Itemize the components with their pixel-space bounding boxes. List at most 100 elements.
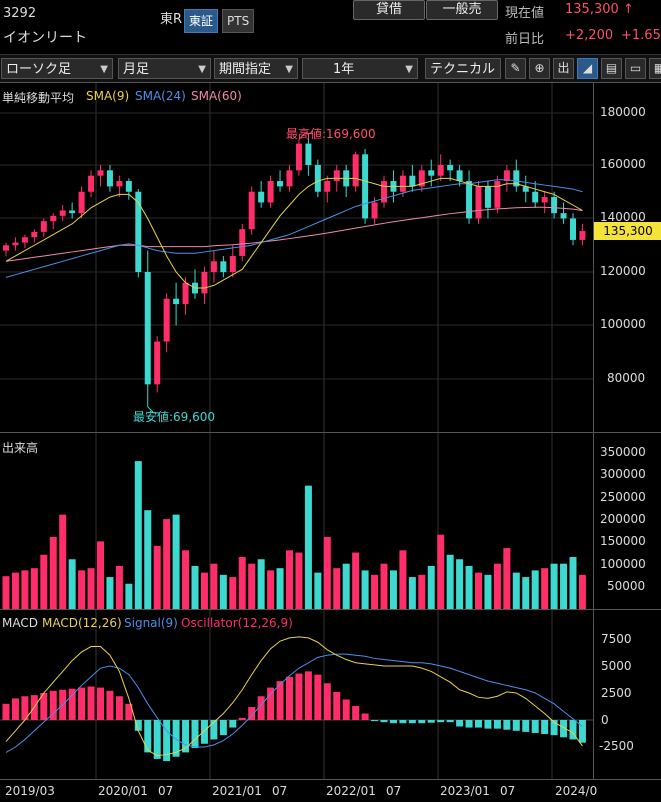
macd-line	[5, 636, 583, 757]
volume-panel-title: 出来高	[2, 441, 39, 455]
pen-icon[interactable]: ✎	[505, 58, 526, 79]
folder-icon[interactable]: ▭	[625, 58, 646, 79]
macd-tick: -2500	[599, 739, 634, 753]
technical-button[interactable]: テクニカル	[425, 58, 501, 79]
price-tick: 80000	[607, 371, 646, 385]
stock-code: 3292	[3, 6, 37, 21]
volume-bar	[11, 572, 19, 609]
oscillator-bar	[531, 720, 539, 733]
candle-body	[324, 181, 331, 192]
date-tick: 2019/03	[5, 784, 55, 798]
oscillator-bar	[182, 720, 190, 753]
oscillator-bar	[550, 720, 558, 736]
volume-tick: 200000	[600, 512, 646, 526]
price-tick: 160000	[600, 157, 646, 171]
volume-bar	[59, 514, 67, 609]
exchange-pts-button[interactable]: PTS	[222, 9, 255, 33]
zoom-icon[interactable]: ⊕	[529, 58, 550, 79]
candle-body	[3, 245, 9, 251]
volume-bar	[578, 574, 586, 609]
candle-body	[163, 298, 170, 342]
output-icon[interactable]: 出	[553, 58, 574, 79]
oscillator-bar	[578, 720, 586, 743]
oscillator-bar	[238, 717, 246, 720]
volume-bar	[456, 559, 464, 609]
candle-body	[570, 218, 576, 240]
candle-body	[210, 261, 217, 272]
oscillator-bar	[484, 720, 492, 729]
candle-body	[494, 181, 501, 208]
oscillator-bar	[40, 693, 48, 720]
candle-body	[258, 191, 265, 203]
general-sell-button[interactable]: 一般売	[426, 0, 498, 20]
candle-body	[286, 170, 293, 187]
volume-bar	[493, 563, 501, 609]
oscillator-bar	[200, 720, 208, 744]
candle-body	[541, 197, 548, 203]
candle-body	[305, 143, 312, 165]
lend-button[interactable]: 貸借	[353, 0, 425, 20]
change-pct: +1.65	[621, 28, 661, 43]
oscillator-bar	[191, 720, 199, 749]
candle-body	[173, 298, 180, 305]
candle-body	[532, 191, 539, 203]
volume-bar	[21, 570, 29, 609]
candle-body	[69, 210, 76, 214]
oscillator-bar	[333, 691, 341, 720]
chart-mountain-icon[interactable]: ◢	[577, 58, 598, 79]
range-mode-select[interactable]: 期間指定 ▼	[214, 58, 298, 79]
volume-bar	[541, 568, 549, 609]
oscillator-bar	[97, 687, 104, 720]
period-value: 月足	[123, 62, 150, 77]
oscillator-bar	[569, 720, 577, 740]
range-value: 1年	[333, 62, 355, 77]
volume-bar	[115, 565, 123, 609]
oscillator-bar	[210, 720, 218, 740]
volume-bar	[475, 572, 482, 609]
volume-bar	[418, 574, 426, 609]
candle-body	[59, 210, 66, 216]
volume-bar	[49, 536, 57, 609]
volume-bar	[352, 552, 360, 609]
save-icon[interactable]: ▤	[601, 58, 622, 79]
chevron-down-icon: ▼	[100, 64, 108, 75]
candle-body	[447, 165, 454, 171]
max-marker	[298, 132, 313, 140]
oscillator-bar	[125, 703, 133, 720]
oscillator-bar	[163, 720, 171, 762]
candle-body	[579, 231, 586, 240]
candle-body	[428, 170, 435, 176]
date-tick: 2023/01	[440, 784, 490, 798]
oscillator-bar	[314, 674, 322, 720]
candle-body	[381, 181, 387, 203]
volume-bar	[437, 534, 445, 609]
range-mode-value: 期間指定	[219, 62, 272, 77]
candle-body	[409, 175, 416, 187]
volume-bar	[163, 519, 171, 609]
candle-body	[503, 170, 510, 182]
oscillator-bar	[153, 720, 161, 759]
header: 3292 イオンリート 東R 東証 PTS 貸借 一般売 現在値 135,300…	[0, 0, 661, 50]
volume-bar	[446, 554, 454, 609]
volume-bar	[248, 563, 256, 609]
chart-type-select[interactable]: ローソク足 ▼	[1, 58, 113, 79]
candle-body	[239, 229, 246, 256]
oscillator-bar	[144, 720, 152, 753]
legend-sma24: SMA(24)	[135, 89, 186, 103]
volume-bar	[399, 550, 407, 609]
date-tick: 07	[386, 784, 402, 798]
grid-icon[interactable]: ▦	[649, 58, 661, 79]
volume-axis: 350000 300000 250000 200000 150000 10000…	[593, 433, 661, 609]
date-tick: 2024/0	[555, 784, 598, 798]
price-axis: 180000 160000 140000 120000 100000 80000…	[593, 83, 661, 432]
oscillator-bar	[389, 720, 397, 724]
oscillator-bar	[465, 720, 473, 728]
period-select[interactable]: 月足 ▼	[118, 58, 211, 79]
volume-bar	[182, 550, 190, 609]
candle-body	[78, 191, 85, 214]
exchange-tse-button[interactable]: 東証	[184, 9, 219, 33]
oscillator-bar	[219, 720, 227, 736]
range-value-select[interactable]: 1年 ▼	[302, 58, 418, 79]
volume-chart	[2, 433, 586, 609]
chevron-down-icon: ▼	[405, 64, 413, 75]
